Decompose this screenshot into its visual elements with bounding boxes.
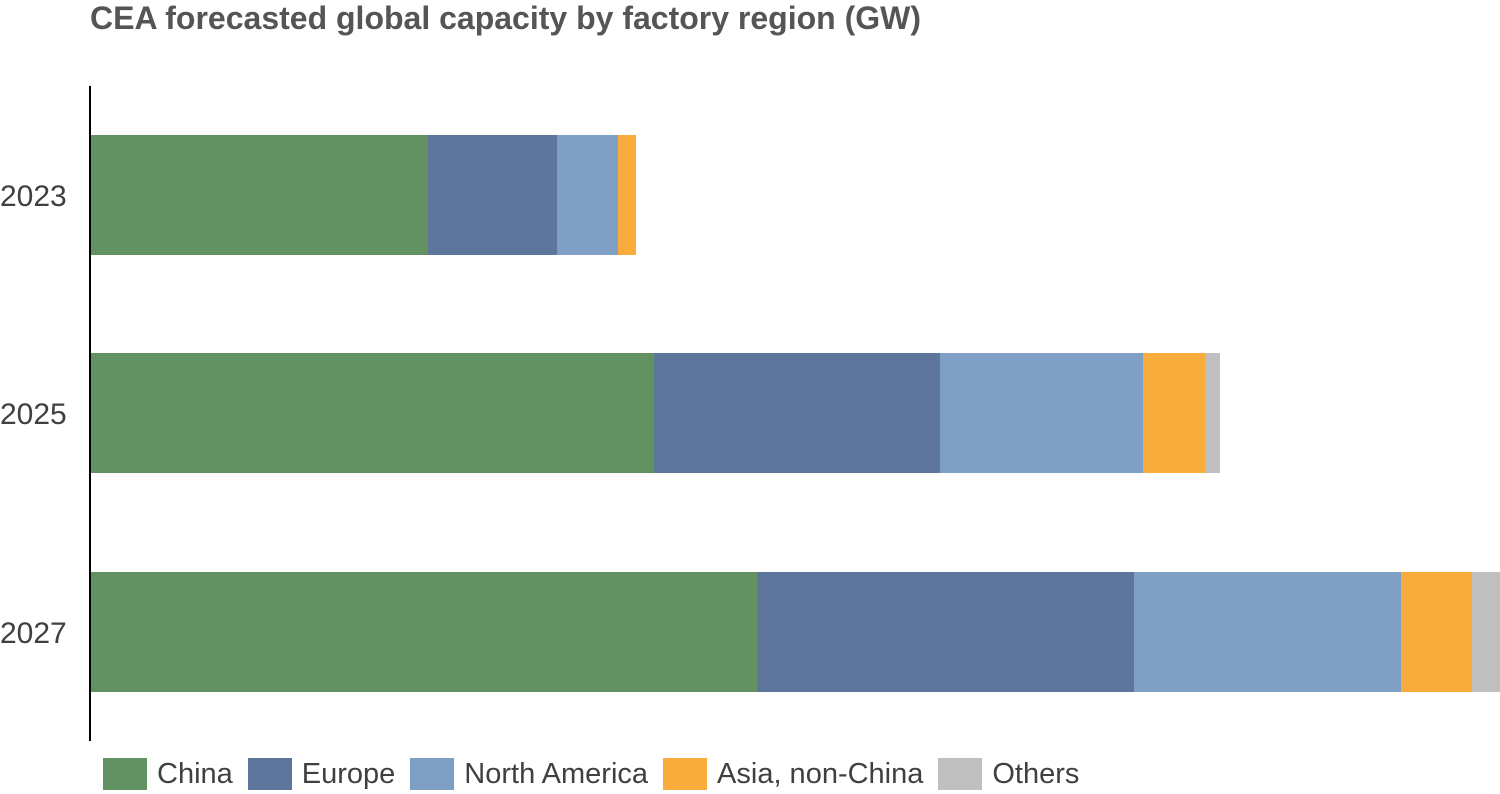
bar-2027-north-america <box>1134 572 1401 692</box>
legend-item-europe: Europe <box>247 757 396 791</box>
bar-2023-europe <box>428 135 557 255</box>
legend-swatch-asia-non-china <box>663 758 708 790</box>
legend-swatch-china <box>103 758 147 790</box>
category-label-2023: 2023 <box>0 180 67 213</box>
bar-2025-others <box>1205 353 1220 473</box>
legend: China Europe North America Asia, non-China O… <box>103 754 1094 794</box>
legend-item-others: Others <box>938 758 1079 791</box>
bar-2027-europe <box>757 572 1134 692</box>
bar-2027-asia-non-china <box>1401 572 1472 692</box>
category-label-2027: 2027 <box>0 617 67 650</box>
legend-label-north-america: North America <box>464 757 649 790</box>
chart-title: CEA forecasted global capacity by factor… <box>90 0 921 36</box>
legend-item-asia-non-china: Asia, non-China <box>663 758 923 791</box>
legend-swatch-others <box>938 758 983 790</box>
legend-swatch-europe <box>247 758 292 790</box>
bar-2025-europe <box>654 353 940 473</box>
category-label-2025: 2025 <box>0 398 67 431</box>
legend-label-europe: Europe <box>301 757 396 790</box>
bar-2025-asia-non-china <box>1143 353 1205 473</box>
bar-2025-north-america <box>940 353 1143 473</box>
legend-swatch-north-america <box>410 758 455 790</box>
legend-label-china: China <box>157 757 233 790</box>
bars-layer <box>90 135 1500 692</box>
bar-2027-others <box>1472 572 1500 692</box>
category-labels-layer: 2023 2025 2027 <box>0 180 67 650</box>
bar-2023-north-america <box>557 135 618 255</box>
legend-item-north-america: North America <box>410 758 648 791</box>
legend-label-others: Others <box>992 757 1080 790</box>
bar-2025-china <box>90 353 654 473</box>
bar-2023-china <box>90 135 428 255</box>
legend-item-china: China <box>103 758 233 791</box>
bar-2023-asia-non-china <box>618 135 636 255</box>
bar-2027-china <box>90 572 757 692</box>
legend-label-asia-non-china: Asia, non-China <box>717 757 924 790</box>
